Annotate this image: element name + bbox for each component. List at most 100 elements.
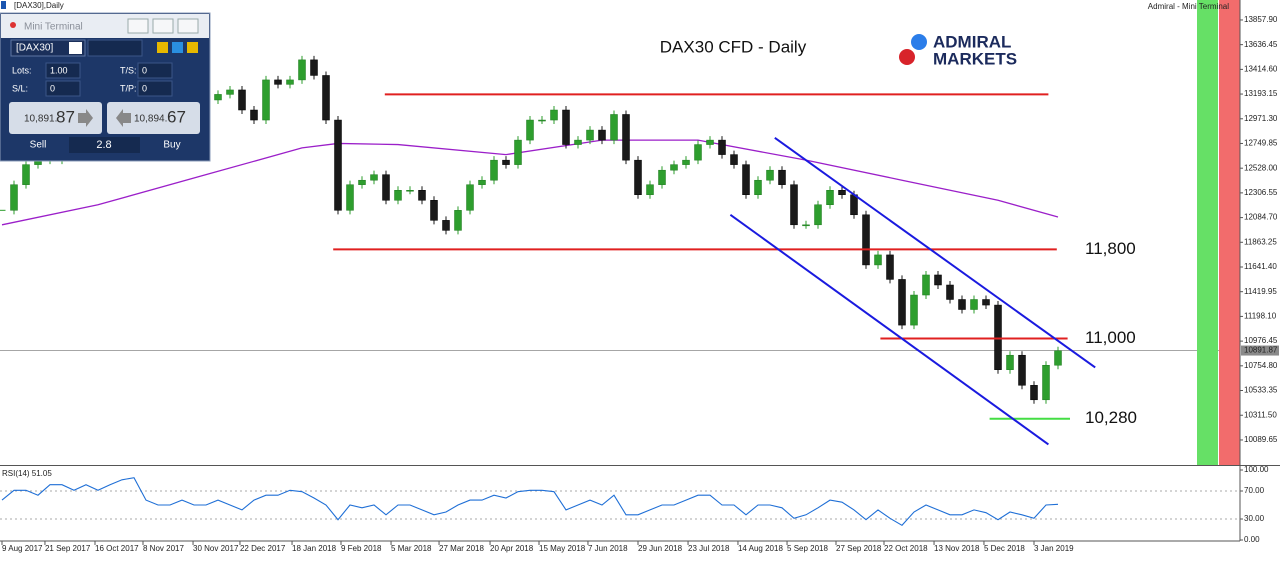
buy-arrow: [116, 109, 131, 127]
candle: [538, 119, 546, 122]
window-title: [DAX30],Daily: [14, 1, 64, 10]
brand-line: MARKETS: [933, 49, 1017, 68]
candle: [802, 224, 810, 227]
sl-input[interactable]: [45, 80, 81, 97]
sell-button[interactable]: [9, 102, 102, 134]
field-value: 0: [142, 83, 147, 93]
y-tick-label: 12084.70: [1244, 213, 1278, 222]
x-tick-label: 15 May 2018: [539, 544, 586, 553]
candle: [946, 284, 954, 300]
buy-button[interactable]: [107, 102, 200, 134]
candle: [214, 94, 222, 101]
candle: [442, 220, 450, 231]
x-tick-label: 14 Aug 2018: [738, 544, 783, 553]
candle: [262, 79, 270, 121]
y-tick-label: 10311.50: [1244, 410, 1277, 419]
candle: [1006, 354, 1014, 370]
tp-input[interactable]: [137, 80, 173, 97]
plot-layer: 11,800 11,000 10,280: [0, 55, 1240, 527]
x-tick-label: 30 Nov 2017: [193, 544, 239, 553]
select-arrow[interactable]: [69, 42, 82, 54]
candle: [310, 59, 318, 76]
field-value: 1.00: [50, 65, 68, 75]
candle: [22, 164, 30, 185]
candle: [382, 174, 390, 201]
x-tick-label: 7 Jun 2018: [588, 544, 628, 553]
candle: [742, 164, 750, 195]
candle: [670, 164, 678, 171]
y-tick-label: 12971.30: [1244, 114, 1278, 123]
candle: [1054, 350, 1062, 366]
candle: [898, 279, 906, 326]
rsi-tick-label: 30.00: [1244, 514, 1265, 523]
moving-average: [1, 139, 1059, 226]
candle: [502, 159, 510, 165]
tool-icon[interactable]: [172, 42, 183, 53]
candle: [550, 109, 558, 121]
field-value: 0: [50, 83, 55, 93]
candle: [10, 184, 18, 211]
tool-icon[interactable]: [187, 42, 198, 53]
level-label: 11,800: [1085, 239, 1136, 258]
y-tick-label: 10754.80: [1244, 361, 1278, 370]
level-label: 11,000: [1085, 328, 1136, 347]
candle: [958, 299, 966, 310]
close-button[interactable]: [177, 18, 199, 34]
x-tick-label: 5 Mar 2018: [391, 544, 432, 553]
candle: [226, 89, 234, 95]
candle: [478, 179, 486, 185]
candle: [730, 154, 738, 165]
tool-icon[interactable]: [157, 42, 168, 53]
x-tick-label: 9 Aug 2017: [2, 544, 43, 553]
rsi-tick-label: 100.00: [1244, 465, 1269, 474]
candle: [250, 109, 258, 121]
chart-title: DAX30 CFD - Daily: [660, 37, 807, 56]
terminal-title: Mini Terminal: [24, 22, 83, 33]
last-price-label: 10891.87: [1244, 346, 1278, 355]
y-tick-label: 13414.60: [1244, 64, 1278, 73]
sell-pips: 87: [56, 107, 75, 126]
candle: [1030, 385, 1038, 401]
buy-label[interactable]: Buy: [163, 140, 180, 151]
y-tick-label: 11641.40: [1244, 262, 1277, 271]
candle: [586, 129, 594, 141]
y-tick-label: 10533.35: [1244, 386, 1278, 395]
lots-input[interactable]: [45, 62, 81, 79]
candle: [886, 254, 894, 280]
brand-line: ADMIRAL: [933, 32, 1011, 51]
candle: [466, 184, 474, 211]
symbol: [DAX30]: [16, 43, 53, 54]
platform-label: Admiral - Mini Terminal: [1148, 2, 1229, 11]
candle: [238, 89, 246, 111]
candle: [754, 179, 762, 195]
candle: [574, 139, 582, 145]
channel-line: [774, 137, 1096, 369]
x-tick-label: 22 Oct 2018: [884, 544, 928, 553]
candle: [610, 114, 618, 141]
ts-input[interactable]: [137, 62, 173, 79]
field-label: S/L:: [12, 83, 28, 93]
candle: [1042, 364, 1050, 401]
candle: [838, 190, 846, 195]
field-label: Lots:: [12, 65, 32, 75]
sell-label[interactable]: Sell: [30, 140, 47, 151]
candle: [862, 214, 870, 266]
restore-button[interactable]: [152, 18, 174, 34]
terminal-titlebar: [1, 14, 209, 38]
y-tick-label: 10089.65: [1244, 435, 1278, 444]
minimize-button[interactable]: [127, 18, 149, 34]
candle: [790, 184, 798, 226]
rsi-line: [1, 477, 1059, 527]
buy-pips: 67: [167, 107, 186, 126]
field-label: T/S:: [120, 65, 137, 75]
level-label: 10,280: [1085, 408, 1137, 427]
candle: [346, 184, 354, 211]
symbol-select[interactable]: [10, 39, 86, 57]
candle: [682, 159, 690, 165]
x-tick-label: 21 Sep 2017: [45, 544, 91, 553]
candle: [406, 190, 414, 192]
candle: [598, 129, 606, 141]
candle: [934, 274, 942, 286]
